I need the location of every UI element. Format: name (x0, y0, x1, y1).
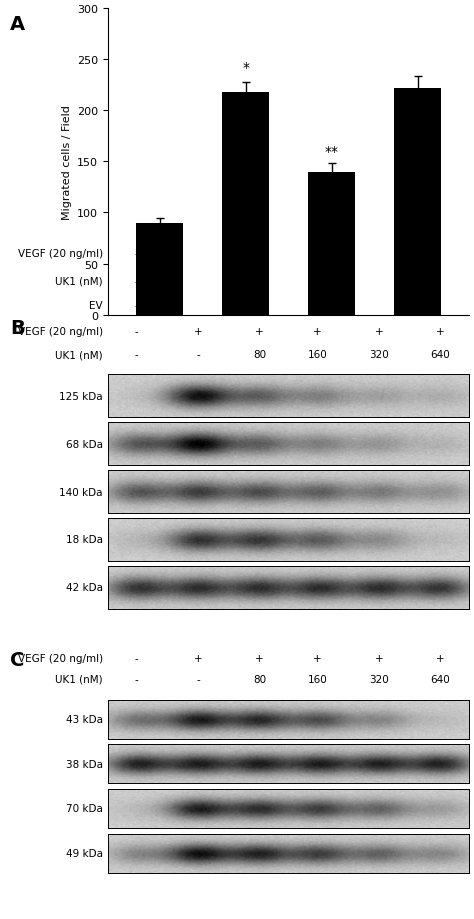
Text: -: - (135, 249, 139, 259)
Text: +: + (234, 249, 242, 259)
Text: -: - (196, 350, 200, 360)
Text: **: ** (325, 145, 338, 159)
Text: +: + (194, 653, 202, 663)
Text: 49 kDa: 49 kDa (66, 848, 103, 858)
Text: EV: EV (89, 301, 103, 311)
Text: 640: 640 (326, 277, 346, 287)
Text: 320: 320 (369, 674, 389, 684)
Text: +: + (429, 249, 438, 259)
Text: +: + (255, 327, 264, 337)
Text: 640: 640 (430, 674, 450, 684)
Text: +: + (194, 327, 202, 337)
Bar (222, 93, 269, 315)
Text: -: - (334, 301, 337, 311)
Text: 70 kDa: 70 kDa (66, 803, 103, 813)
Y-axis label: Migrated cells / Field: Migrated cells / Field (62, 105, 72, 220)
Text: -: - (236, 277, 240, 287)
Text: +: + (331, 249, 340, 259)
Text: +: + (313, 327, 322, 337)
Text: 38 kDa: 38 kDa (66, 759, 103, 769)
Text: -: - (431, 277, 435, 287)
Text: +: + (313, 653, 322, 663)
Text: -: - (135, 674, 139, 684)
Text: A: A (10, 16, 25, 34)
Text: -: - (236, 301, 240, 311)
Text: -: - (135, 653, 139, 663)
Text: 80: 80 (253, 674, 266, 684)
Text: C: C (10, 650, 24, 669)
Text: 125 kDa: 125 kDa (59, 391, 103, 402)
Text: 320: 320 (369, 350, 389, 360)
Bar (394, 89, 441, 315)
Text: 68 kDa: 68 kDa (66, 439, 103, 449)
Text: UK1 (nM): UK1 (nM) (55, 277, 103, 287)
Text: -: - (196, 674, 200, 684)
Bar (136, 223, 183, 315)
Text: +: + (255, 653, 264, 663)
Text: VEGF (20 ng/ml): VEGF (20 ng/ml) (18, 653, 103, 663)
Text: 140 kDa: 140 kDa (59, 487, 103, 497)
Text: 43 kDa: 43 kDa (66, 714, 103, 724)
Text: -: - (135, 301, 139, 311)
Text: *: * (242, 61, 249, 74)
Text: 18 kDa: 18 kDa (66, 535, 103, 545)
Text: 80: 80 (253, 350, 266, 360)
Text: +: + (374, 327, 383, 337)
Text: B: B (10, 319, 25, 337)
Text: 160: 160 (308, 674, 328, 684)
Text: UK1 (nM): UK1 (nM) (55, 350, 103, 360)
Text: -: - (135, 277, 139, 287)
Text: +: + (429, 301, 438, 311)
Text: 640: 640 (430, 350, 450, 360)
Bar (308, 173, 356, 315)
Text: +: + (374, 653, 383, 663)
Text: VEGF (20 ng/ml): VEGF (20 ng/ml) (18, 249, 103, 259)
Text: +: + (436, 653, 445, 663)
Text: 160: 160 (308, 350, 328, 360)
Text: -: - (135, 327, 139, 337)
Text: +: + (436, 327, 445, 337)
Text: UK1 (nM): UK1 (nM) (55, 674, 103, 684)
Text: 42 kDa: 42 kDa (66, 583, 103, 593)
Text: -: - (135, 350, 139, 360)
Text: VEGF (20 ng/ml): VEGF (20 ng/ml) (18, 327, 103, 337)
